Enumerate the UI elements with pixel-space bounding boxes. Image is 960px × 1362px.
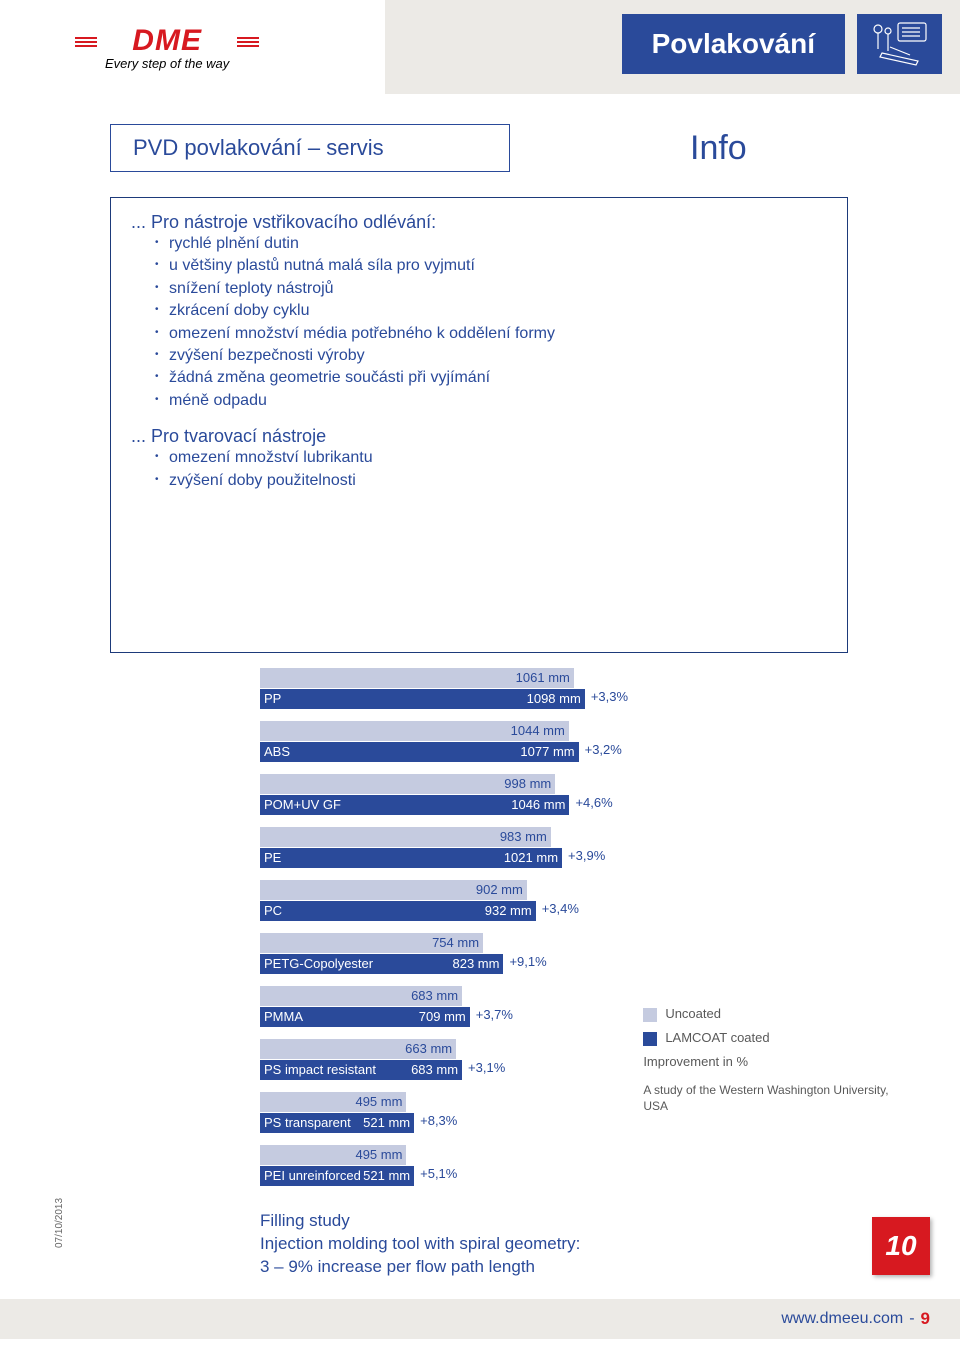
bar-pair: 754 mmPETG-Copolyester823 mm+9,1% — [260, 933, 638, 974]
logo-name: DME — [105, 24, 229, 58]
chart-caption: Filling study Injection molding tool wit… — [260, 1210, 905, 1279]
section1-list: rychlé plnění dutinu většiny plastů nutn… — [131, 233, 827, 412]
list-item: omezení množství média potřebného k oddě… — [155, 323, 827, 345]
legend-uncoated: Uncoated — [643, 1006, 905, 1022]
section2-title: ... Pro tvarovací nástroje — [131, 426, 827, 447]
bar-pair: 983 mmPE1021 mm+3,9% — [260, 827, 638, 868]
header-title: Povlakování — [652, 28, 815, 60]
legend-improvement: Improvement in % — [643, 1054, 905, 1069]
tools-icon — [857, 14, 942, 74]
study-note: A study of the Western Washington Univer… — [643, 1083, 905, 1114]
section2-list: omezení množství lubrikantuzvýšení doby … — [131, 447, 827, 492]
footer-url: www.dmeeu.com — [781, 1310, 903, 1328]
list-item: zkrácení doby cyklu — [155, 300, 827, 322]
list-item: zvýšení doby použitelnosti — [155, 470, 827, 492]
footer: www.dmeeu.com - 9 — [0, 1299, 960, 1339]
list-item: snížení teploty nástrojů — [155, 278, 827, 300]
legend-coated: LAMCOAT coated — [643, 1030, 905, 1046]
info-panel: ... Pro nástroje vstřikovacího odlévání:… — [110, 197, 848, 653]
bar-pair: 902 mmPC932 mm+3,4% — [260, 880, 638, 921]
bar-pair: 1044 mmABS1077 mm+3,2% — [260, 721, 638, 762]
section1-title: ... Pro nástroje vstřikovacího odlévání: — [131, 212, 827, 233]
header-title-box: Povlakování — [622, 14, 845, 74]
bar-pair: 1061 mmPP1098 mm+3,3% — [260, 668, 638, 709]
bar-pair: 998 mmPOM+UV GF1046 mm+4,6% — [260, 774, 638, 815]
bar-chart: 1061 mmPP1098 mm+3,3% 1044 mmABS1077 mm+3… — [260, 668, 905, 1198]
list-item: žádná změna geometrie součásti při vyjím… — [155, 367, 827, 389]
subtitle-box: PVD povlakování – servis — [110, 124, 510, 172]
page-badge: 10 — [872, 1217, 930, 1275]
list-item: u většiny plastů nutná malá síla pro vyj… — [155, 255, 827, 277]
list-item: rychlé plnění dutin — [155, 233, 827, 255]
list-item: zvýšení bezpečnosti výroby — [155, 345, 827, 367]
logo: DME Every step of the way — [105, 24, 229, 71]
footer-page: 9 — [921, 1309, 930, 1329]
list-item: méně odpadu — [155, 390, 827, 412]
info-label: Info — [690, 129, 747, 168]
bar-pair: 663 mmPS impact resistant683 mm+3,1% — [260, 1039, 638, 1080]
bar-pair: 495 mmPEI unreinforced521 mm+5,1% — [260, 1145, 638, 1186]
header-bar: DME Every step of the way Povlakování — [0, 0, 960, 94]
logo-tagline: Every step of the way — [105, 56, 229, 71]
bar-pair: 683 mmPMMA709 mm+3,7% — [260, 986, 638, 1027]
bar-pair: 495 mmPS transparent521 mm+8,3% — [260, 1092, 638, 1133]
list-item: omezení množství lubrikantu — [155, 447, 827, 469]
side-date: 07/10/2013 — [54, 1198, 65, 1248]
